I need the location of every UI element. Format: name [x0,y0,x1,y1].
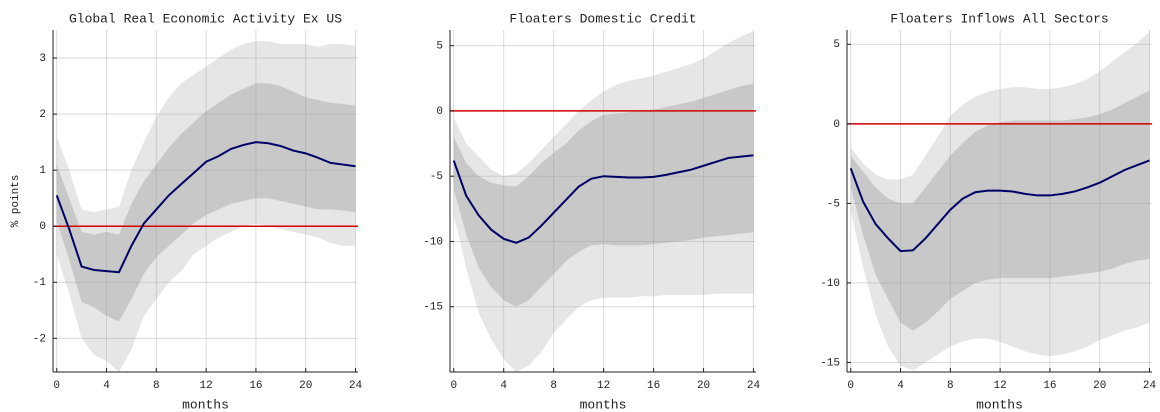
x-axis-label: months [976,397,1023,412]
confidence-band [850,90,1150,331]
x-tick-label: 12 [597,380,610,392]
x-tick-label: 4 [103,380,110,392]
x-tick-label: 12 [200,380,213,392]
median-line [452,154,754,244]
y-tick-label: -15 [423,302,443,314]
chart-title: Floaters Inflows All Sectors [890,11,1108,26]
y-tick-label: 0 [833,119,840,131]
y-tick-label: 0 [39,221,46,233]
median-line [55,141,356,274]
x-tick-label: 16 [249,380,262,392]
y-tick-label: 0 [436,106,443,118]
y-tick-label: -1 [33,277,47,289]
x-tick-label: 16 [647,380,660,392]
chart-title: Floaters Domestic Credit [509,11,696,26]
y-tick-label: -2 [33,333,46,345]
x-tick-label: 8 [947,380,954,392]
x-tick-label: 20 [299,380,312,392]
confidence-band [453,83,754,307]
y-tick-label: -10 [820,278,840,290]
x-tick-label: 24 [349,380,363,392]
x-tick-label: 0 [847,380,854,392]
x-tick-label: 20 [1093,380,1106,392]
x-tick-label: 20 [697,380,710,392]
x-tick-label: 0 [53,380,60,392]
x-tick-label: 8 [550,380,557,392]
x-tick-label: 16 [1043,380,1056,392]
x-tick-label: 24 [1143,380,1157,392]
y-tick-label: -5 [827,198,840,210]
x-tick-label: 8 [153,380,160,392]
y-tick-label: 1 [39,165,46,177]
confidence-band [56,83,356,322]
y-tick-label: -5 [430,171,443,183]
y-tick-label: 5 [436,41,443,53]
y-tick-label: -10 [423,236,443,248]
x-tick-label: 4 [897,380,904,392]
y-tick-label: -15 [820,357,840,369]
x-axis-label: months [182,397,229,412]
chart-title: Global Real Economic Activity Ex US [69,11,342,26]
x-tick-label: 24 [747,380,761,392]
x-tick-label: 4 [500,380,507,392]
y-tick-label: 5 [833,39,840,51]
x-axis-label: months [580,397,627,412]
median-line [849,159,1150,253]
y-tick-label: 3 [39,53,46,65]
x-tick-label: 0 [450,380,457,392]
y-axis-label: % points [10,175,22,228]
x-tick-label: 12 [994,380,1007,392]
y-tick-label: 2 [39,109,46,121]
